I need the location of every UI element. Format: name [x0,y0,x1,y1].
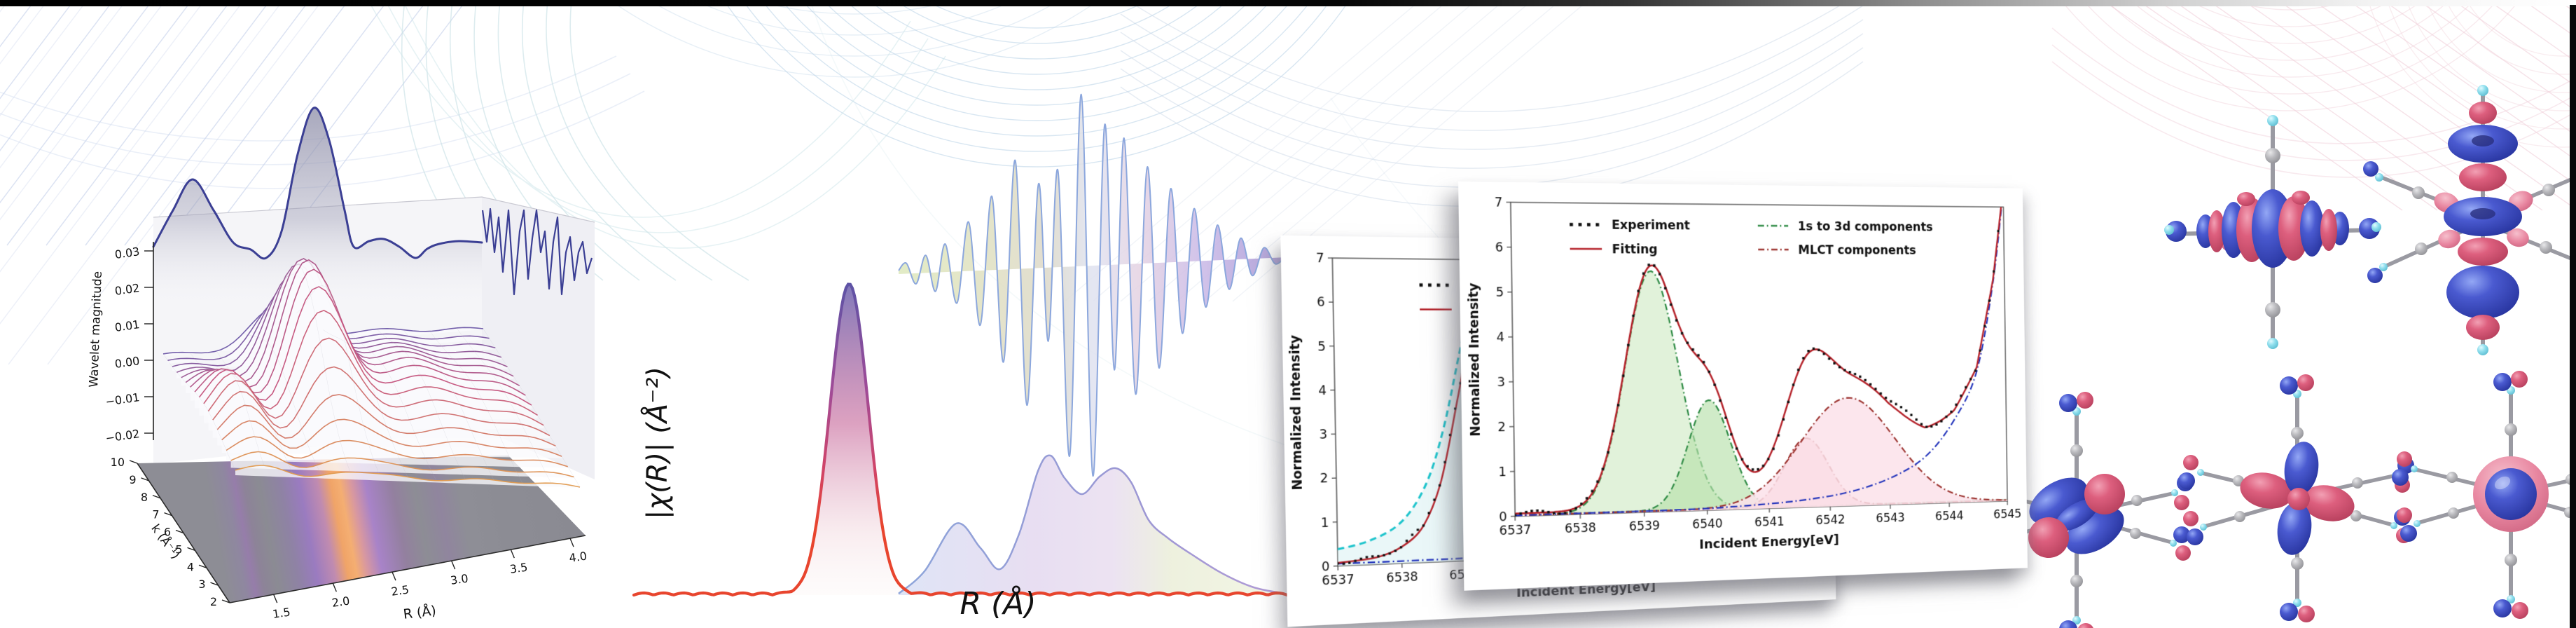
svg-text:2: 2 [1497,421,1506,435]
svg-text:1: 1 [1321,516,1329,531]
svg-text:2.0: 2.0 [331,594,351,610]
svg-text:4: 4 [187,560,194,573]
svg-text:3.0: 3.0 [450,572,469,587]
svg-text:6537: 6537 [1322,573,1355,588]
right-edge-bar [2570,5,2576,628]
molecular-orbitals-panel [1958,85,2576,628]
svg-text:7: 7 [1316,252,1324,266]
rixs-fit-card-front: 6537 6538 6539 6540 6541 6542 6543 6544 6545 0 1 2 3… [1458,182,2028,591]
svg-text:6543: 6543 [1876,511,1905,526]
svg-text:7: 7 [152,508,159,521]
svg-text:6542: 6542 [1815,513,1845,528]
wavelet-3d-plot: 0.030.020.010.00−0.01−0.0223456789101.52… [104,108,595,621]
svg-text:8: 8 [141,491,148,504]
svg-text:6538: 6538 [1565,521,1596,536]
wavelet-r-axis-label: R (Å) [402,602,437,622]
back-card-y-axis-label: Normalized Intensity [1287,335,1306,491]
svg-text:9: 9 [129,473,136,486]
svg-text:1.5: 1.5 [272,606,291,621]
svg-text:4.0: 4.0 [568,550,588,565]
svg-text:6540: 6540 [1692,517,1723,532]
svg-text:Experiment: Experiment [1612,219,1690,233]
svg-text:−0.02: −0.02 [104,427,140,445]
svg-text:6537: 6537 [1500,523,1532,538]
svg-text:6: 6 [1317,296,1325,310]
wavelet-z-axis-label: Wavelet magnitude [87,271,105,388]
molecule-orbital-top-left [2164,115,2381,349]
svg-text:0: 0 [1499,510,1507,525]
svg-text:0.01: 0.01 [114,318,141,334]
chi-r-y-axis-label: |χ(R)| (Å⁻²) [640,367,674,519]
svg-text:6541: 6541 [1754,515,1785,530]
svg-text:6: 6 [1495,240,1504,254]
svg-text:6538: 6538 [1386,570,1418,585]
svg-text:3: 3 [1319,428,1327,442]
svg-text:5: 5 [1495,286,1504,300]
svg-text:5: 5 [1317,340,1326,355]
svg-text:4: 4 [1496,331,1504,345]
svg-text:6545: 6545 [1993,507,2021,521]
svg-text:7: 7 [1495,196,1503,210]
front-card-x-axis-label: Incident Energy[eV] [1699,533,1839,552]
svg-text:3: 3 [198,578,205,591]
svg-text:−0.01: −0.01 [104,390,140,409]
svg-text:2: 2 [210,595,217,608]
svg-text:0.03: 0.03 [114,245,141,261]
svg-text:MLCT components: MLCT components [1798,243,1916,257]
svg-text:0.00: 0.00 [114,354,141,371]
svg-text:1: 1 [1498,465,1507,480]
top-gradient-bar [0,0,2576,6]
svg-text:6544: 6544 [1935,510,1964,524]
chi-r-plot [634,95,1294,596]
svg-text:2.5: 2.5 [390,583,410,599]
svg-text:6539: 6539 [1629,519,1660,534]
svg-text:3: 3 [1497,376,1505,390]
chi-r-x-axis-label: R (Å) [960,585,1037,622]
svg-text:0.02: 0.02 [114,281,141,298]
svg-text:0: 0 [1322,560,1330,575]
molecule-orbital-bottom-right [2392,371,2576,619]
molecule-orbital-top-right [2363,85,2576,355]
front-card-y-axis-label: Normalized Intensity [1466,282,1483,437]
svg-text:3.5: 3.5 [509,561,529,576]
svg-text:4: 4 [1318,384,1327,399]
svg-text:10: 10 [111,456,125,469]
svg-text:2: 2 [1320,472,1328,486]
svg-text:1s to 3d components: 1s to 3d components [1798,220,1933,235]
svg-text:Fitting: Fitting [1612,243,1657,257]
molecule-orbital-bottom-middle [2178,374,2414,622]
